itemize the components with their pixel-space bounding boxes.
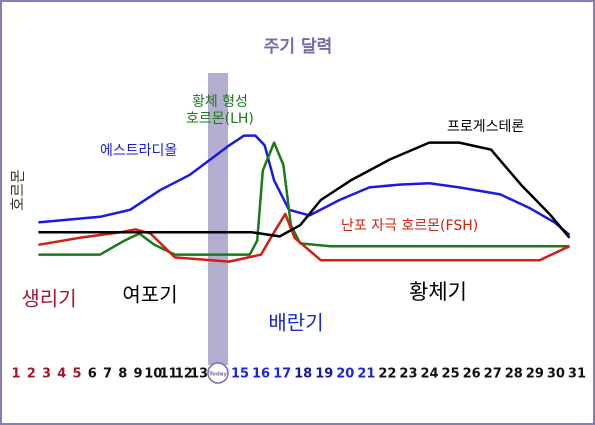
x-tick-label: 2 — [27, 367, 36, 382]
x-tick-label: 19 — [315, 367, 333, 382]
x-tick-label: 20 — [336, 367, 354, 382]
series-label: 난포 자극 호르몬(FSH) — [341, 218, 479, 234]
series-line — [38, 141, 570, 256]
x-tick-label: 28 — [505, 367, 523, 382]
y-axis-label: 호르몬 — [9, 169, 27, 210]
x-tick-label: 5 — [72, 367, 81, 382]
phase-label: 생리기 — [21, 287, 76, 311]
x-tick-label: 9 — [133, 367, 142, 382]
phase-label: 황체기 — [409, 280, 467, 304]
x-tick-label: 13 — [190, 367, 208, 382]
x-tick-label: 1 — [11, 367, 20, 382]
series-line — [38, 141, 571, 239]
chart-title: 주기 달력 — [264, 36, 332, 57]
x-tick-label: 16 — [252, 367, 270, 382]
x-tick-label: 6 — [88, 367, 97, 382]
x-tick-label: 4 — [57, 367, 66, 382]
x-tick-label: 21 — [357, 367, 375, 382]
series-label: 에스트라디올 — [100, 143, 178, 159]
x-tick-label: 3 — [42, 367, 51, 382]
x-tick-label: 10 — [144, 367, 162, 382]
x-tick-label: 31 — [568, 367, 586, 382]
series-label: 프로게스테론 — [447, 119, 525, 135]
x-tick-label: 23 — [399, 367, 417, 382]
x-tick-label: 17 — [273, 367, 291, 382]
phase-label: 배란기 — [268, 311, 323, 335]
phase-label: 여포기 — [122, 283, 177, 307]
today-band — [208, 73, 228, 365]
x-tick-label: 11 — [159, 367, 177, 382]
x-tick-label: 30 — [547, 367, 565, 382]
series-label: 황체 형성 호르몬(LH) — [186, 94, 254, 127]
x-tick-label: 27 — [484, 367, 502, 382]
x-tick-label: 25 — [442, 367, 460, 382]
x-tick-label: 29 — [526, 367, 544, 382]
x-tick-label: 26 — [463, 367, 481, 382]
series-line — [38, 134, 571, 236]
x-tick-label: 24 — [420, 367, 438, 382]
x-tick-label: 12 — [175, 367, 193, 382]
x-tick-label: 7 — [103, 367, 112, 382]
today-circle — [207, 362, 229, 384]
x-tick-label: Today — [209, 372, 227, 378]
x-tick-label: 8 — [118, 367, 127, 382]
x-tick-label: 15 — [231, 367, 249, 382]
x-tick-label: 22 — [378, 367, 396, 382]
x-tick-label: 18 — [294, 367, 312, 382]
